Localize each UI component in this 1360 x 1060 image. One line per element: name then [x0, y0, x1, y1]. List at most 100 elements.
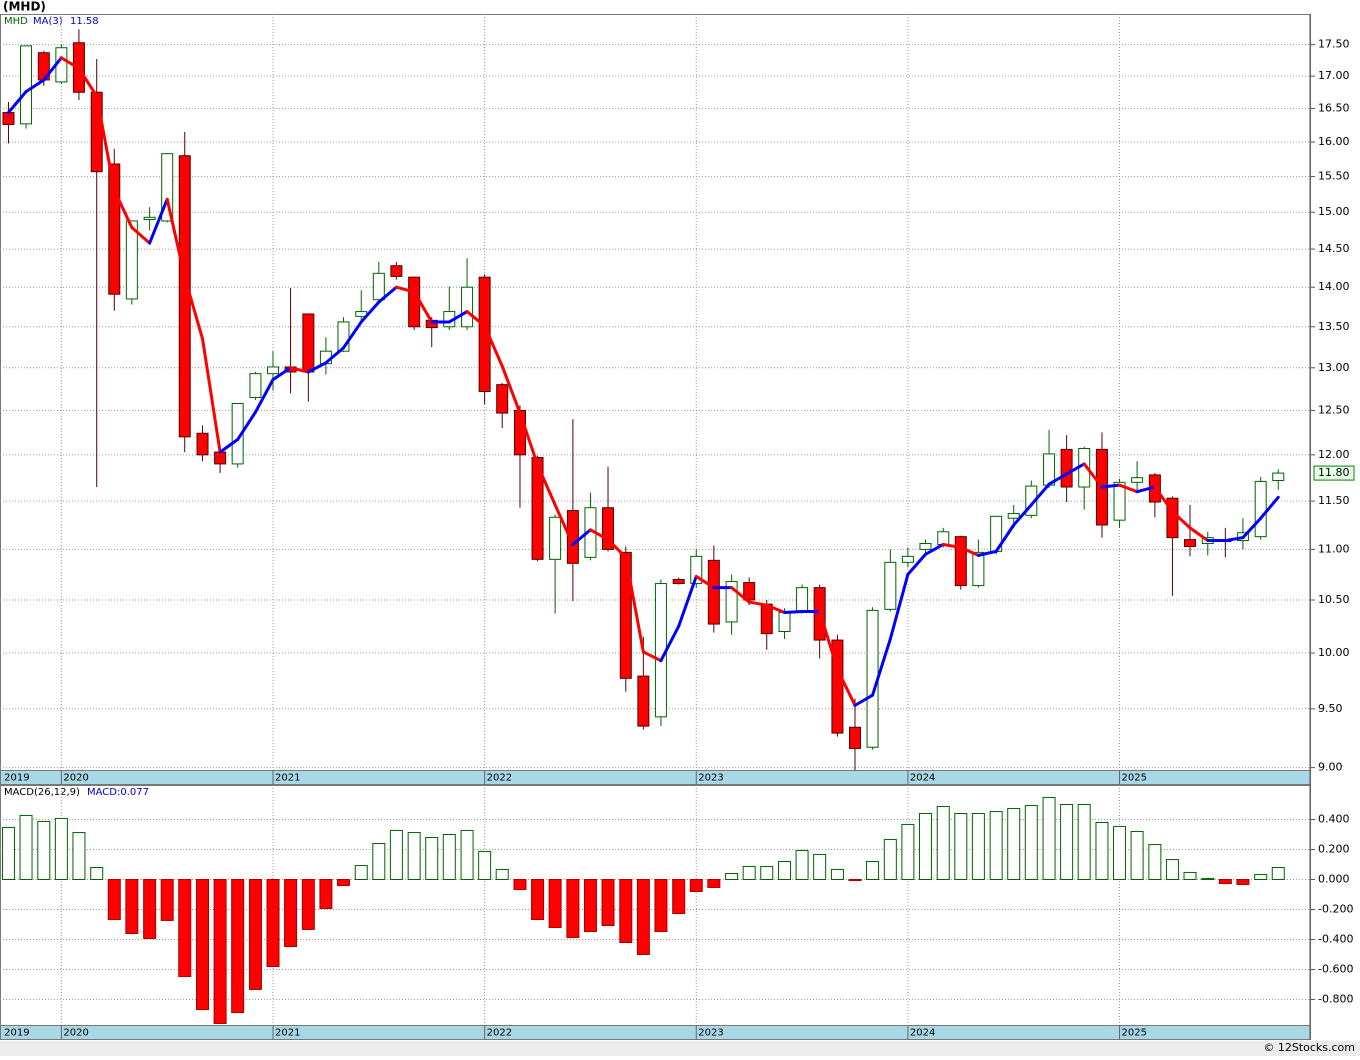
macd-bar: [478, 850, 492, 881]
ma-segment: [500, 364, 522, 415]
ma-segment: [59, 56, 81, 70]
candle-body: [108, 163, 121, 295]
macd-bar: [1218, 879, 1232, 885]
year-strip: [0, 770, 1311, 785]
ma-segment: [201, 337, 222, 454]
macd-bar: [1254, 874, 1268, 880]
macd-bar: [848, 879, 862, 882]
macd-bar: [989, 811, 1003, 880]
ma-segment: [148, 197, 169, 245]
x-tick-label: 2025: [1122, 1028, 1147, 1039]
ma-segment: [165, 197, 187, 279]
ma-segment: [412, 290, 434, 324]
x-tick-label: 2020: [63, 1028, 88, 1039]
ma-segment: [324, 346, 345, 365]
macd-bar: [1183, 871, 1197, 881]
ma-segment: [694, 574, 716, 590]
candle-body: [372, 272, 385, 301]
ma-segment: [1082, 462, 1104, 489]
candle-body: [1131, 477, 1144, 483]
candle-body: [531, 457, 544, 560]
ma-segment: [447, 310, 469, 324]
ma-segment: [1065, 462, 1086, 476]
macd-bar: [1271, 867, 1285, 880]
candle-body: [619, 551, 632, 679]
macd-bar: [1, 826, 15, 881]
candle-body: [461, 286, 474, 328]
macd-bar: [425, 837, 439, 880]
ma-segment: [976, 549, 998, 557]
candle-body: [1007, 512, 1020, 519]
ma-segment: [606, 538, 628, 559]
ma-segment: [1241, 516, 1263, 540]
ma-segment: [253, 378, 275, 414]
macd-bar: [689, 879, 703, 892]
ma-segment: [536, 463, 557, 507]
macd-bar: [266, 879, 280, 967]
candle-body: [796, 587, 809, 613]
macd-bar: [654, 879, 668, 933]
candle-body: [549, 516, 562, 560]
y-tick-label: -0.200: [1318, 903, 1353, 916]
y-tick-label: 11.50: [1318, 494, 1350, 507]
candle-body: [602, 507, 615, 550]
ma-segment: [747, 600, 769, 607]
y-tick-label: 11.00: [1318, 542, 1350, 555]
macd-bar: [936, 805, 950, 881]
macd-bar: [231, 879, 245, 1014]
ma-segment: [236, 410, 257, 442]
x-tick-label: 2020: [63, 773, 88, 784]
macd-bar: [795, 850, 809, 880]
candle-body: [408, 276, 421, 328]
candle-body: [725, 581, 738, 623]
macd-bar: [143, 879, 157, 939]
ma-segment: [818, 609, 839, 671]
macd-bar: [778, 861, 792, 880]
candle-body: [937, 531, 950, 545]
ma-segment: [359, 300, 381, 324]
macd-bar: [442, 834, 456, 880]
ma-segment: [959, 545, 980, 557]
ma-segment: [1170, 510, 1192, 530]
macd-bar: [760, 865, 774, 881]
ma-segment: [183, 275, 205, 341]
macd-bar: [1024, 805, 1038, 880]
ma-segment: [1135, 485, 1157, 494]
macd-bar: [830, 868, 844, 881]
x-tick-label: 2023: [698, 773, 723, 784]
macd-bar: [548, 879, 562, 928]
macd-bar: [954, 813, 968, 880]
ma-segment: [95, 94, 116, 192]
candle-body: [20, 45, 33, 125]
ma-segment: [941, 542, 963, 549]
macd-bar: [971, 813, 985, 880]
macd-bar: [284, 879, 298, 948]
ma-segment: [835, 667, 857, 707]
candle-body: [690, 555, 703, 585]
y-tick-label: 17.00: [1318, 69, 1350, 82]
candle-body: [707, 559, 720, 625]
macd-bar: [672, 879, 686, 915]
x-tick-label: 2022: [487, 773, 512, 784]
macd-bar: [1042, 796, 1056, 881]
candle-body: [178, 155, 191, 438]
x-tick-label: 2023: [698, 1028, 723, 1039]
y-tick-label: 0.200: [1318, 843, 1350, 856]
macd-bar: [901, 823, 915, 881]
ma-segment: [1153, 485, 1174, 514]
candle-body: [302, 313, 315, 373]
macd-bar: [707, 879, 721, 888]
macd-bar: [90, 867, 104, 880]
ma-segment: [112, 188, 134, 230]
macd-bar: [513, 879, 527, 891]
candle-body: [743, 582, 756, 601]
candle-body: [496, 384, 509, 414]
y-tick-label: 13.50: [1318, 320, 1350, 333]
macd-bar: [72, 832, 86, 880]
x-tick-label: 2019: [4, 1028, 29, 1039]
ma-segment: [130, 226, 152, 245]
macd-bar: [883, 838, 897, 881]
macd-bar: [54, 817, 68, 881]
candle-body: [1272, 472, 1285, 481]
candle-body: [125, 220, 138, 300]
